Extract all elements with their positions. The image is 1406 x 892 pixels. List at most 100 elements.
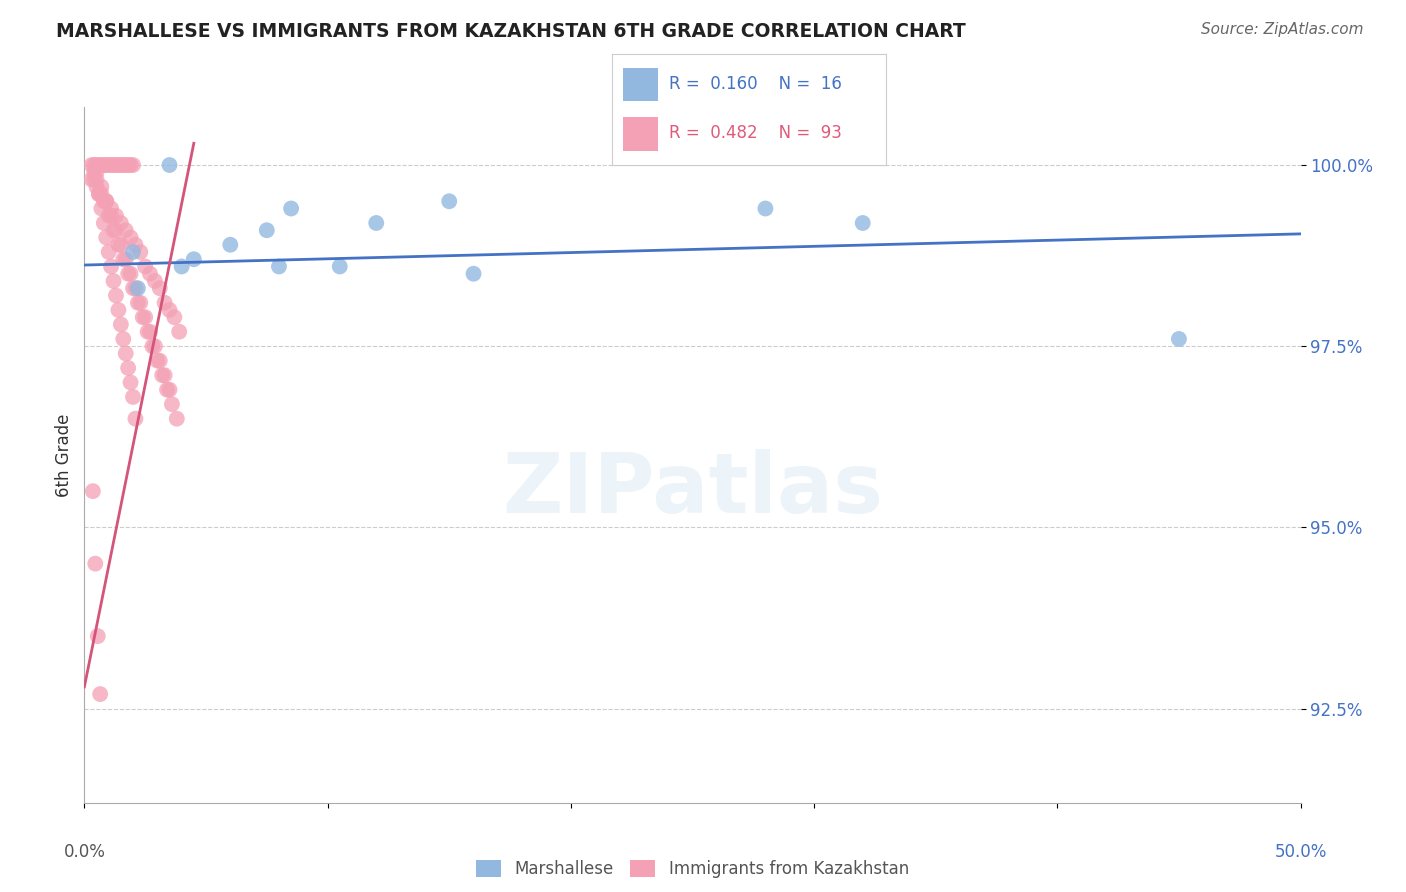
Y-axis label: 6th Grade: 6th Grade — [55, 413, 73, 497]
Point — [127, 281, 149, 295]
Point — [100, 209, 122, 223]
Point — [120, 230, 142, 244]
Point — [114, 223, 136, 237]
Point — [329, 260, 352, 274]
Point — [124, 411, 146, 425]
Point — [136, 325, 159, 339]
Text: R =  0.160    N =  16: R = 0.160 N = 16 — [669, 75, 842, 93]
Point — [96, 158, 118, 172]
Point — [110, 158, 132, 172]
Point — [129, 295, 152, 310]
Point — [159, 383, 181, 397]
Point — [83, 165, 105, 179]
Point — [107, 303, 129, 318]
Point — [90, 179, 112, 194]
Point — [80, 158, 103, 172]
Point — [96, 194, 118, 209]
Point — [159, 303, 181, 318]
Point — [143, 274, 166, 288]
Point — [114, 346, 136, 360]
Legend: Marshallese, Immigrants from Kazakhstan: Marshallese, Immigrants from Kazakhstan — [470, 854, 915, 885]
Point — [80, 172, 103, 186]
Point — [93, 194, 115, 209]
Point — [97, 245, 120, 260]
Point — [104, 288, 127, 302]
Point — [156, 383, 179, 397]
Point — [104, 209, 127, 223]
Point — [104, 223, 127, 237]
Point — [90, 202, 112, 216]
Point — [103, 223, 125, 237]
Text: ZIPatlas: ZIPatlas — [502, 450, 883, 530]
Point — [280, 202, 302, 216]
Point — [87, 187, 110, 202]
Text: 0.0%: 0.0% — [63, 843, 105, 861]
Point — [112, 332, 135, 346]
Point — [160, 397, 183, 411]
Point — [122, 245, 145, 260]
Point — [366, 216, 388, 230]
Point — [87, 629, 110, 643]
Point — [90, 187, 112, 202]
Point — [87, 187, 110, 202]
Point — [124, 237, 146, 252]
Point — [110, 237, 132, 252]
Point — [100, 260, 122, 274]
Point — [122, 158, 145, 172]
Bar — [623, 68, 658, 102]
Point — [1167, 332, 1189, 346]
Point — [134, 310, 156, 325]
Point — [439, 194, 461, 209]
Point — [112, 158, 135, 172]
Text: R =  0.482    N =  93: R = 0.482 N = 93 — [669, 124, 842, 142]
Point — [122, 390, 145, 404]
Point — [149, 353, 172, 368]
Point — [463, 267, 485, 281]
Point — [100, 158, 122, 172]
Point — [87, 158, 110, 172]
Point — [267, 260, 290, 274]
Point — [159, 158, 181, 172]
Point — [117, 267, 139, 281]
Text: Source: ZipAtlas.com: Source: ZipAtlas.com — [1201, 22, 1364, 37]
Point — [90, 158, 112, 172]
Point — [97, 209, 120, 223]
Point — [120, 267, 142, 281]
Point — [86, 179, 108, 194]
Point — [86, 158, 108, 172]
Point — [153, 295, 176, 310]
Point — [150, 368, 173, 383]
Point — [163, 310, 186, 325]
Point — [104, 158, 127, 172]
Text: 50.0%: 50.0% — [1274, 843, 1327, 861]
Point — [107, 158, 129, 172]
Point — [107, 237, 129, 252]
Point — [100, 202, 122, 216]
Point — [93, 216, 115, 230]
Point — [86, 165, 108, 179]
Point — [167, 325, 190, 339]
Point — [112, 252, 135, 267]
Point — [84, 557, 107, 571]
Point — [170, 260, 193, 274]
Point — [86, 172, 108, 186]
Text: MARSHALLESE VS IMMIGRANTS FROM KAZAKHSTAN 6TH GRADE CORRELATION CHART: MARSHALLESE VS IMMIGRANTS FROM KAZAKHSTA… — [56, 22, 966, 41]
Point — [96, 194, 118, 209]
Point — [146, 353, 169, 368]
Point — [124, 281, 146, 295]
Point — [120, 158, 142, 172]
Point — [114, 252, 136, 267]
Point — [82, 484, 104, 499]
Point — [117, 361, 139, 376]
Point — [96, 230, 118, 244]
Point — [103, 158, 125, 172]
Point — [219, 237, 242, 252]
Point — [256, 223, 278, 237]
Point — [754, 202, 776, 216]
Point — [83, 172, 105, 186]
Point — [139, 325, 162, 339]
Point — [132, 310, 155, 325]
Point — [117, 158, 139, 172]
Point — [120, 376, 142, 390]
Point — [143, 339, 166, 353]
